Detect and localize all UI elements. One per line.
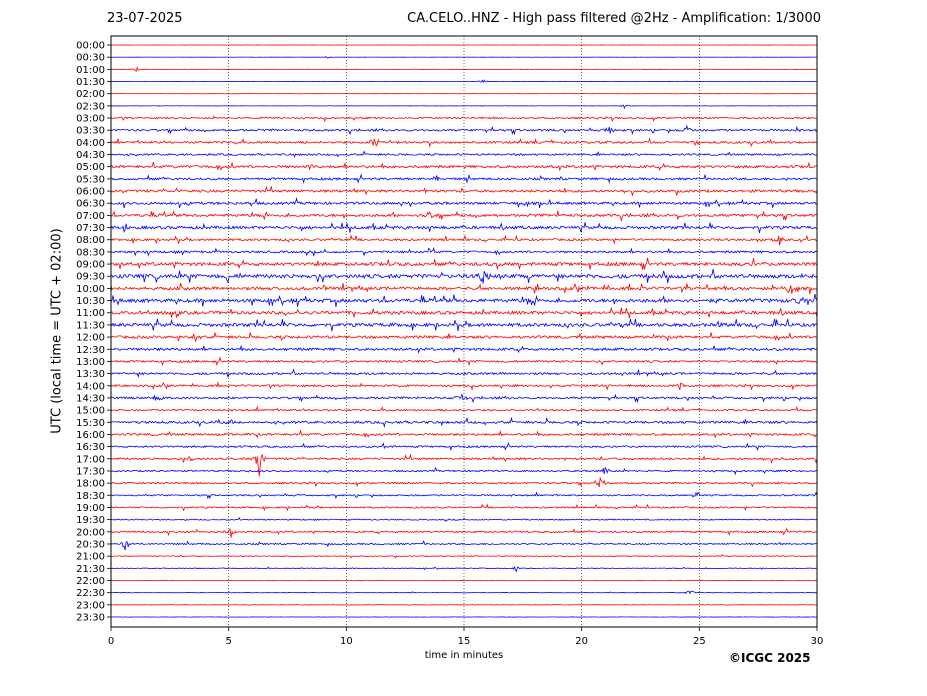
x-tick-label: 0 [108,636,114,647]
trace-row-1330 [110,368,818,379]
trace-row-2000 [110,527,818,538]
y-axis-label: UTC (local time = UTC + 02:00) [49,228,65,434]
y-tick-label: 11:00 [76,308,105,319]
x-tick-label: 25 [693,636,706,647]
y-tick-label: 15:30 [76,418,105,429]
y-tick-label: 00:00 [76,41,105,52]
y-tick-label: 03:00 [76,114,105,125]
x-tick-label: 20 [575,636,588,647]
trace-row-1530 [110,416,818,429]
trace-row-2300 [110,604,818,606]
chart-title: CA.CELO..HNZ - High pass filtered @2Hz -… [407,11,821,26]
trace-row-1430 [110,393,818,404]
y-tick-label: 04:30 [76,150,105,161]
trace-row-0600 [110,185,818,196]
y-tick-label: 22:30 [76,588,105,599]
x-axis-label: time in minutes [424,650,504,661]
y-tick-label: 07:30 [76,223,105,234]
trace-row-2130 [110,565,818,573]
trace-row-0900 [110,257,818,271]
trace-row-0630 [110,196,818,209]
trace-row-0400 [110,137,818,148]
trace-row-1800 [110,476,818,488]
y-tick-label: 06:30 [76,199,105,210]
y-tick-label: 09:00 [76,260,105,271]
y-tick-label: 05:00 [76,162,105,173]
trace-row-0700 [110,210,818,223]
y-tick-label: 13:30 [76,369,105,380]
trace-row-2200 [110,579,818,582]
trace-row-1400 [110,381,818,391]
y-tick-label: 17:30 [76,466,105,477]
x-tick-label: 5 [225,636,231,647]
y-tick-label: 19:00 [76,503,105,514]
trace-row-0530 [110,173,818,185]
y-tick-label: 05:30 [76,174,105,185]
date-label: 23-07-2025 [107,11,183,26]
x-tick-label: 10 [340,636,353,647]
y-tick-label: 00:30 [76,53,105,64]
y-tick-label: 20:00 [76,527,105,538]
x-axis-tick-labels: 0 5 10 15 20 25 30 [108,627,824,647]
y-tick-label: 06:00 [76,187,105,198]
y-tick-label: 17:00 [76,454,105,465]
x-tick-label: 15 [458,636,471,647]
y-tick-label: 01:30 [76,77,105,88]
x-tick-label: 30 [811,636,824,647]
y-tick-label: 04:00 [76,138,105,149]
minute-gridlines [228,36,700,627]
trace-row-0430 [110,150,818,158]
trace-row-1500 [110,405,818,413]
y-tick-label: 21:00 [76,552,105,563]
trace-row-1600 [110,429,818,439]
y-tick-label: 03:30 [76,126,105,137]
copyright-label: ©ICGC 2025 [729,651,811,665]
y-tick-label: 08:00 [76,235,105,246]
y-tick-label: 10:30 [76,296,105,307]
y-tick-label: 12:30 [76,345,105,356]
y-tick-label: 13:00 [76,357,105,368]
y-tick-label: 01:00 [76,65,105,76]
y-tick-label: 16:30 [76,442,105,453]
y-tick-label: 15:00 [76,406,105,417]
y-tick-label: 12:00 [76,333,105,344]
trace-row-0730 [110,222,818,234]
y-tick-label: 16:00 [76,430,105,441]
trace-row-2030 [110,539,818,551]
y-tick-label: 22:00 [76,576,105,587]
y-tick-label: 14:00 [76,381,105,392]
y-tick-label: 08:30 [76,247,105,258]
y-tick-label: 11:30 [76,320,105,331]
y-tick-label: 09:30 [76,272,105,283]
y-tick-label: 23:30 [76,613,105,624]
y-tick-label: 20:30 [76,539,105,550]
y-tick-label: 18:00 [76,479,105,490]
trace-row-1630 [110,441,818,452]
trace-row-0500 [110,161,818,172]
y-tick-label: 23:00 [76,600,105,611]
y-tick-label: 21:30 [76,564,105,575]
y-tick-label: 18:30 [76,491,105,502]
y-tick-label: 07:00 [76,211,105,222]
y-tick-label: 02:00 [76,89,105,100]
y-tick-label: 10:00 [76,284,105,295]
plot-frame [110,35,818,628]
y-tick-label: 19:30 [76,515,105,526]
y-tick-label: 02:30 [76,101,105,112]
trace-row-2230 [110,590,818,595]
y-tick-label: 14:30 [76,393,105,404]
